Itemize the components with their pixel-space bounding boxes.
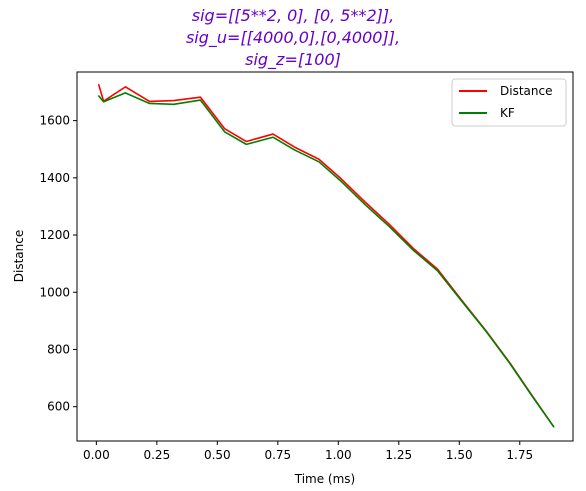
chart-title-line-3: sig_z=[100] [245, 50, 341, 69]
x-tick-label: 1.25 [385, 448, 412, 462]
x-tick-label: 0.75 [264, 448, 291, 462]
y-tick-label: 1400 [39, 171, 70, 185]
x-tick-label: 1.00 [325, 448, 352, 462]
y-tick-label: 1200 [39, 228, 70, 242]
x-tick-label: 0.25 [143, 448, 170, 462]
chart-title-line-1: sig=[[5**2, 0], [0, 5**2]], [191, 6, 395, 25]
y-tick-label: 1600 [39, 114, 70, 128]
x-tick-label: 1.50 [446, 448, 473, 462]
y-tick-label: 600 [47, 400, 70, 414]
x-tick-label: 0.50 [204, 448, 231, 462]
legend-label-distance: Distance [500, 84, 552, 98]
legend: Distance KF [451, 78, 567, 127]
y-tick-label: 1000 [39, 285, 70, 299]
x-tick-label: 1.75 [506, 448, 533, 462]
chart-title-line-2: sig_u=[[4000,0],[0,4000]], [185, 28, 401, 47]
y-tick-label: 800 [47, 342, 70, 356]
series-line-distance [97, 84, 555, 428]
legend-label-kf: KF [500, 106, 515, 120]
series-line-kf [97, 92, 555, 428]
y-axis-label: Distance [12, 230, 26, 282]
x-tick-label: 0.00 [83, 448, 110, 462]
plot-frame [76, 71, 574, 442]
x-axis-label: Time (ms) [294, 472, 356, 486]
